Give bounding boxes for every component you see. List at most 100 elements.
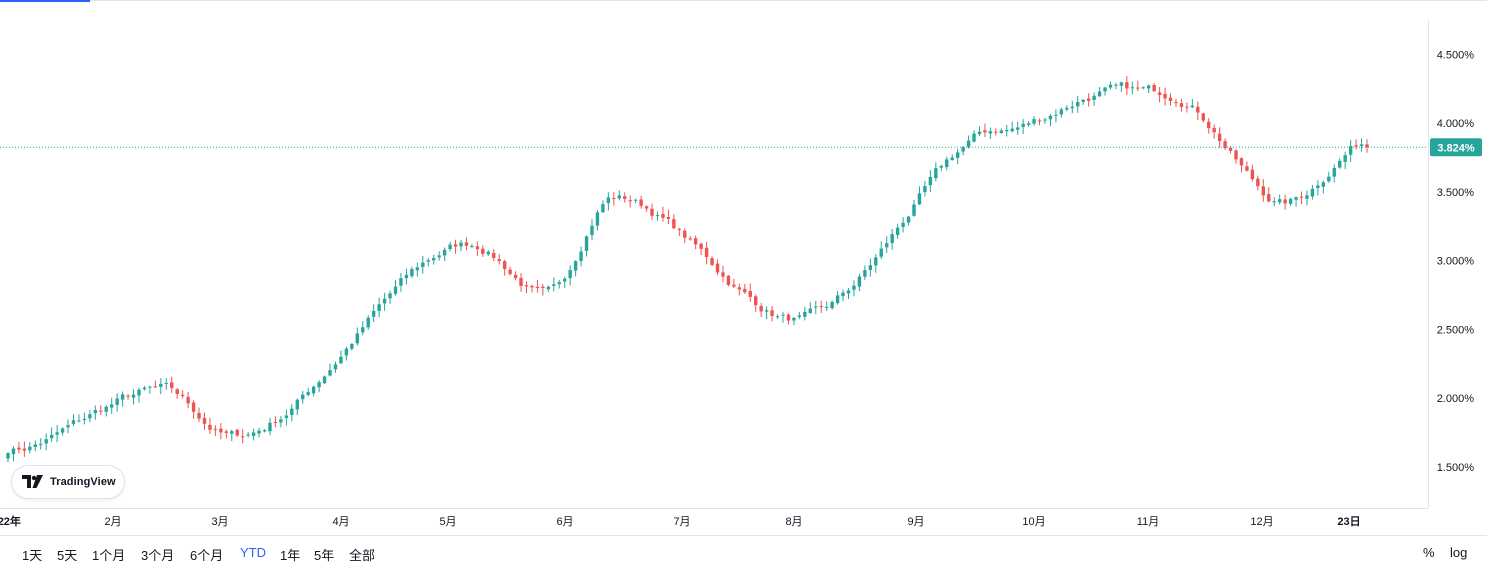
candle bbox=[743, 283, 747, 294]
tradingview-logo[interactable]: TradingView bbox=[12, 466, 124, 498]
candle bbox=[885, 236, 889, 253]
candle bbox=[137, 387, 141, 403]
candle bbox=[890, 228, 894, 250]
candle bbox=[988, 127, 993, 139]
percent-scale-toggle[interactable]: % bbox=[1423, 545, 1435, 560]
candle bbox=[1294, 196, 1298, 207]
candle bbox=[644, 205, 649, 212]
candle bbox=[1081, 99, 1085, 105]
candle bbox=[814, 300, 818, 315]
candle bbox=[6, 452, 10, 463]
candle bbox=[328, 363, 332, 377]
candle bbox=[623, 192, 627, 203]
axes bbox=[0, 20, 1429, 509]
candle bbox=[486, 250, 490, 256]
candle bbox=[71, 414, 76, 426]
candle bbox=[377, 297, 381, 318]
candle bbox=[1076, 95, 1080, 113]
candle bbox=[1234, 149, 1238, 164]
price-axis-label: 2.500% bbox=[1437, 324, 1475, 336]
candle bbox=[142, 385, 147, 391]
candle bbox=[1310, 185, 1315, 200]
candle bbox=[1299, 191, 1304, 204]
price-axis-label: 4.500% bbox=[1437, 49, 1475, 61]
candle bbox=[202, 412, 207, 431]
range-6m-button[interactable]: 6个月 bbox=[190, 548, 224, 563]
candle bbox=[1207, 118, 1211, 134]
candle bbox=[464, 237, 469, 251]
candle bbox=[148, 385, 152, 394]
range-all-button[interactable]: 全部 bbox=[349, 548, 376, 563]
candle bbox=[421, 256, 425, 274]
candle bbox=[77, 414, 81, 423]
candle bbox=[322, 375, 327, 384]
candle bbox=[666, 209, 671, 225]
candle bbox=[1092, 92, 1096, 106]
candle bbox=[1283, 194, 1287, 210]
candle bbox=[453, 239, 458, 254]
candle bbox=[415, 262, 420, 277]
candle bbox=[361, 321, 365, 336]
candle bbox=[819, 300, 823, 314]
candle bbox=[1305, 190, 1309, 206]
price-chart[interactable]: 3.824% 4.500% 4.000% 3.500% 3.000% 2.500% 2.0… bbox=[0, 0, 1487, 535]
candle bbox=[22, 441, 27, 457]
candle bbox=[901, 217, 905, 233]
log-scale-toggle[interactable]: log bbox=[1450, 545, 1468, 560]
range-1y-button[interactable]: 1年 bbox=[280, 548, 301, 563]
candle bbox=[721, 265, 725, 283]
time-axis-label: 4月 bbox=[332, 516, 349, 528]
time-axis-labels: '22年 2月 3月 4月 5月 6月 7月 8月 9月 10月 11月 12月 23日 bbox=[0, 514, 1361, 528]
range-3m-button[interactable]: 3个月 bbox=[141, 548, 175, 563]
candle bbox=[11, 446, 16, 462]
candle bbox=[1256, 175, 1260, 191]
candle bbox=[923, 180, 927, 197]
candle bbox=[437, 251, 441, 261]
time-axis-label: 11月 bbox=[1137, 516, 1159, 528]
candle bbox=[639, 195, 643, 209]
candle bbox=[715, 259, 720, 276]
candle bbox=[66, 419, 70, 434]
candle bbox=[404, 268, 409, 285]
range-ytd-button[interactable]: YTD bbox=[240, 545, 266, 560]
candle bbox=[1174, 98, 1178, 108]
range-5d-button[interactable]: 5天 bbox=[57, 548, 78, 563]
candle bbox=[650, 203, 654, 220]
candle bbox=[1103, 86, 1107, 96]
candle bbox=[519, 273, 523, 292]
candle bbox=[1054, 109, 1058, 123]
candle bbox=[945, 156, 949, 171]
candle bbox=[426, 258, 430, 267]
candle bbox=[601, 200, 605, 214]
candle bbox=[612, 192, 616, 206]
candle bbox=[355, 327, 360, 346]
candle bbox=[1005, 124, 1009, 137]
candle bbox=[552, 277, 556, 292]
candle bbox=[797, 311, 802, 320]
candle bbox=[846, 288, 851, 300]
candle bbox=[344, 346, 349, 361]
range-1d-button[interactable]: 1天 bbox=[22, 548, 43, 563]
candle bbox=[1261, 179, 1266, 202]
candle bbox=[710, 256, 714, 266]
candle bbox=[764, 306, 769, 320]
range-5y-button[interactable]: 5年 bbox=[314, 548, 335, 563]
candle bbox=[159, 378, 163, 395]
candle bbox=[895, 223, 900, 239]
candle bbox=[197, 407, 201, 423]
candle bbox=[17, 441, 21, 454]
candle bbox=[994, 128, 998, 136]
range-1m-button[interactable]: 1个月 bbox=[92, 548, 126, 563]
candle bbox=[279, 416, 283, 428]
candle bbox=[584, 235, 589, 257]
price-axis-label: 4.000% bbox=[1437, 118, 1475, 130]
candle bbox=[830, 300, 834, 310]
time-axis-label: 6月 bbox=[556, 516, 573, 528]
candle bbox=[781, 311, 785, 323]
candle bbox=[1086, 93, 1091, 107]
candle bbox=[759, 302, 763, 317]
candle bbox=[1196, 101, 1200, 120]
candle bbox=[1015, 121, 1020, 136]
candle bbox=[301, 390, 305, 404]
candle bbox=[99, 405, 103, 416]
